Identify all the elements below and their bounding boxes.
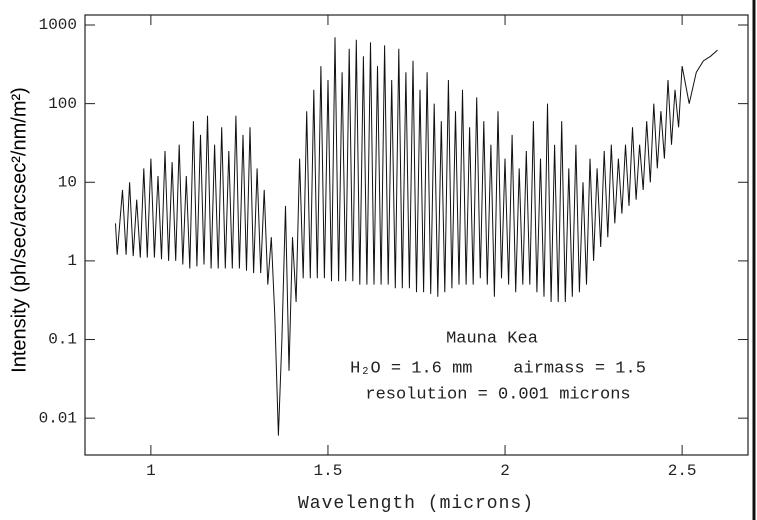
spectrum-line (115, 37, 718, 436)
annotation: H₂O = 1.6 mm airmass = 1.5 (350, 359, 646, 378)
annotation: resolution = 0.001 microns (365, 385, 630, 404)
annotation: Mauna Kea (446, 329, 538, 348)
x-axis-label: Wavelength (microns) (298, 494, 534, 514)
y-tick-label: 1000 (39, 16, 77, 34)
y-tick-label: 1 (67, 252, 77, 270)
plot-frame (84, 14, 749, 456)
y-tick-label: 0.1 (48, 331, 77, 349)
x-tick-label: 2 (500, 462, 510, 480)
x-tick-label: 1 (146, 462, 156, 480)
x-tick-label: 1.5 (314, 462, 343, 480)
y-tick-label: 100 (48, 95, 77, 113)
y-tick-label: 10 (58, 173, 77, 191)
y-axis-label: Intensity (ph/sec/arcsec²/nm/m²) (8, 87, 30, 373)
x-tick-label: 2.5 (668, 462, 697, 480)
y-tick-label: 0.01 (39, 409, 77, 427)
